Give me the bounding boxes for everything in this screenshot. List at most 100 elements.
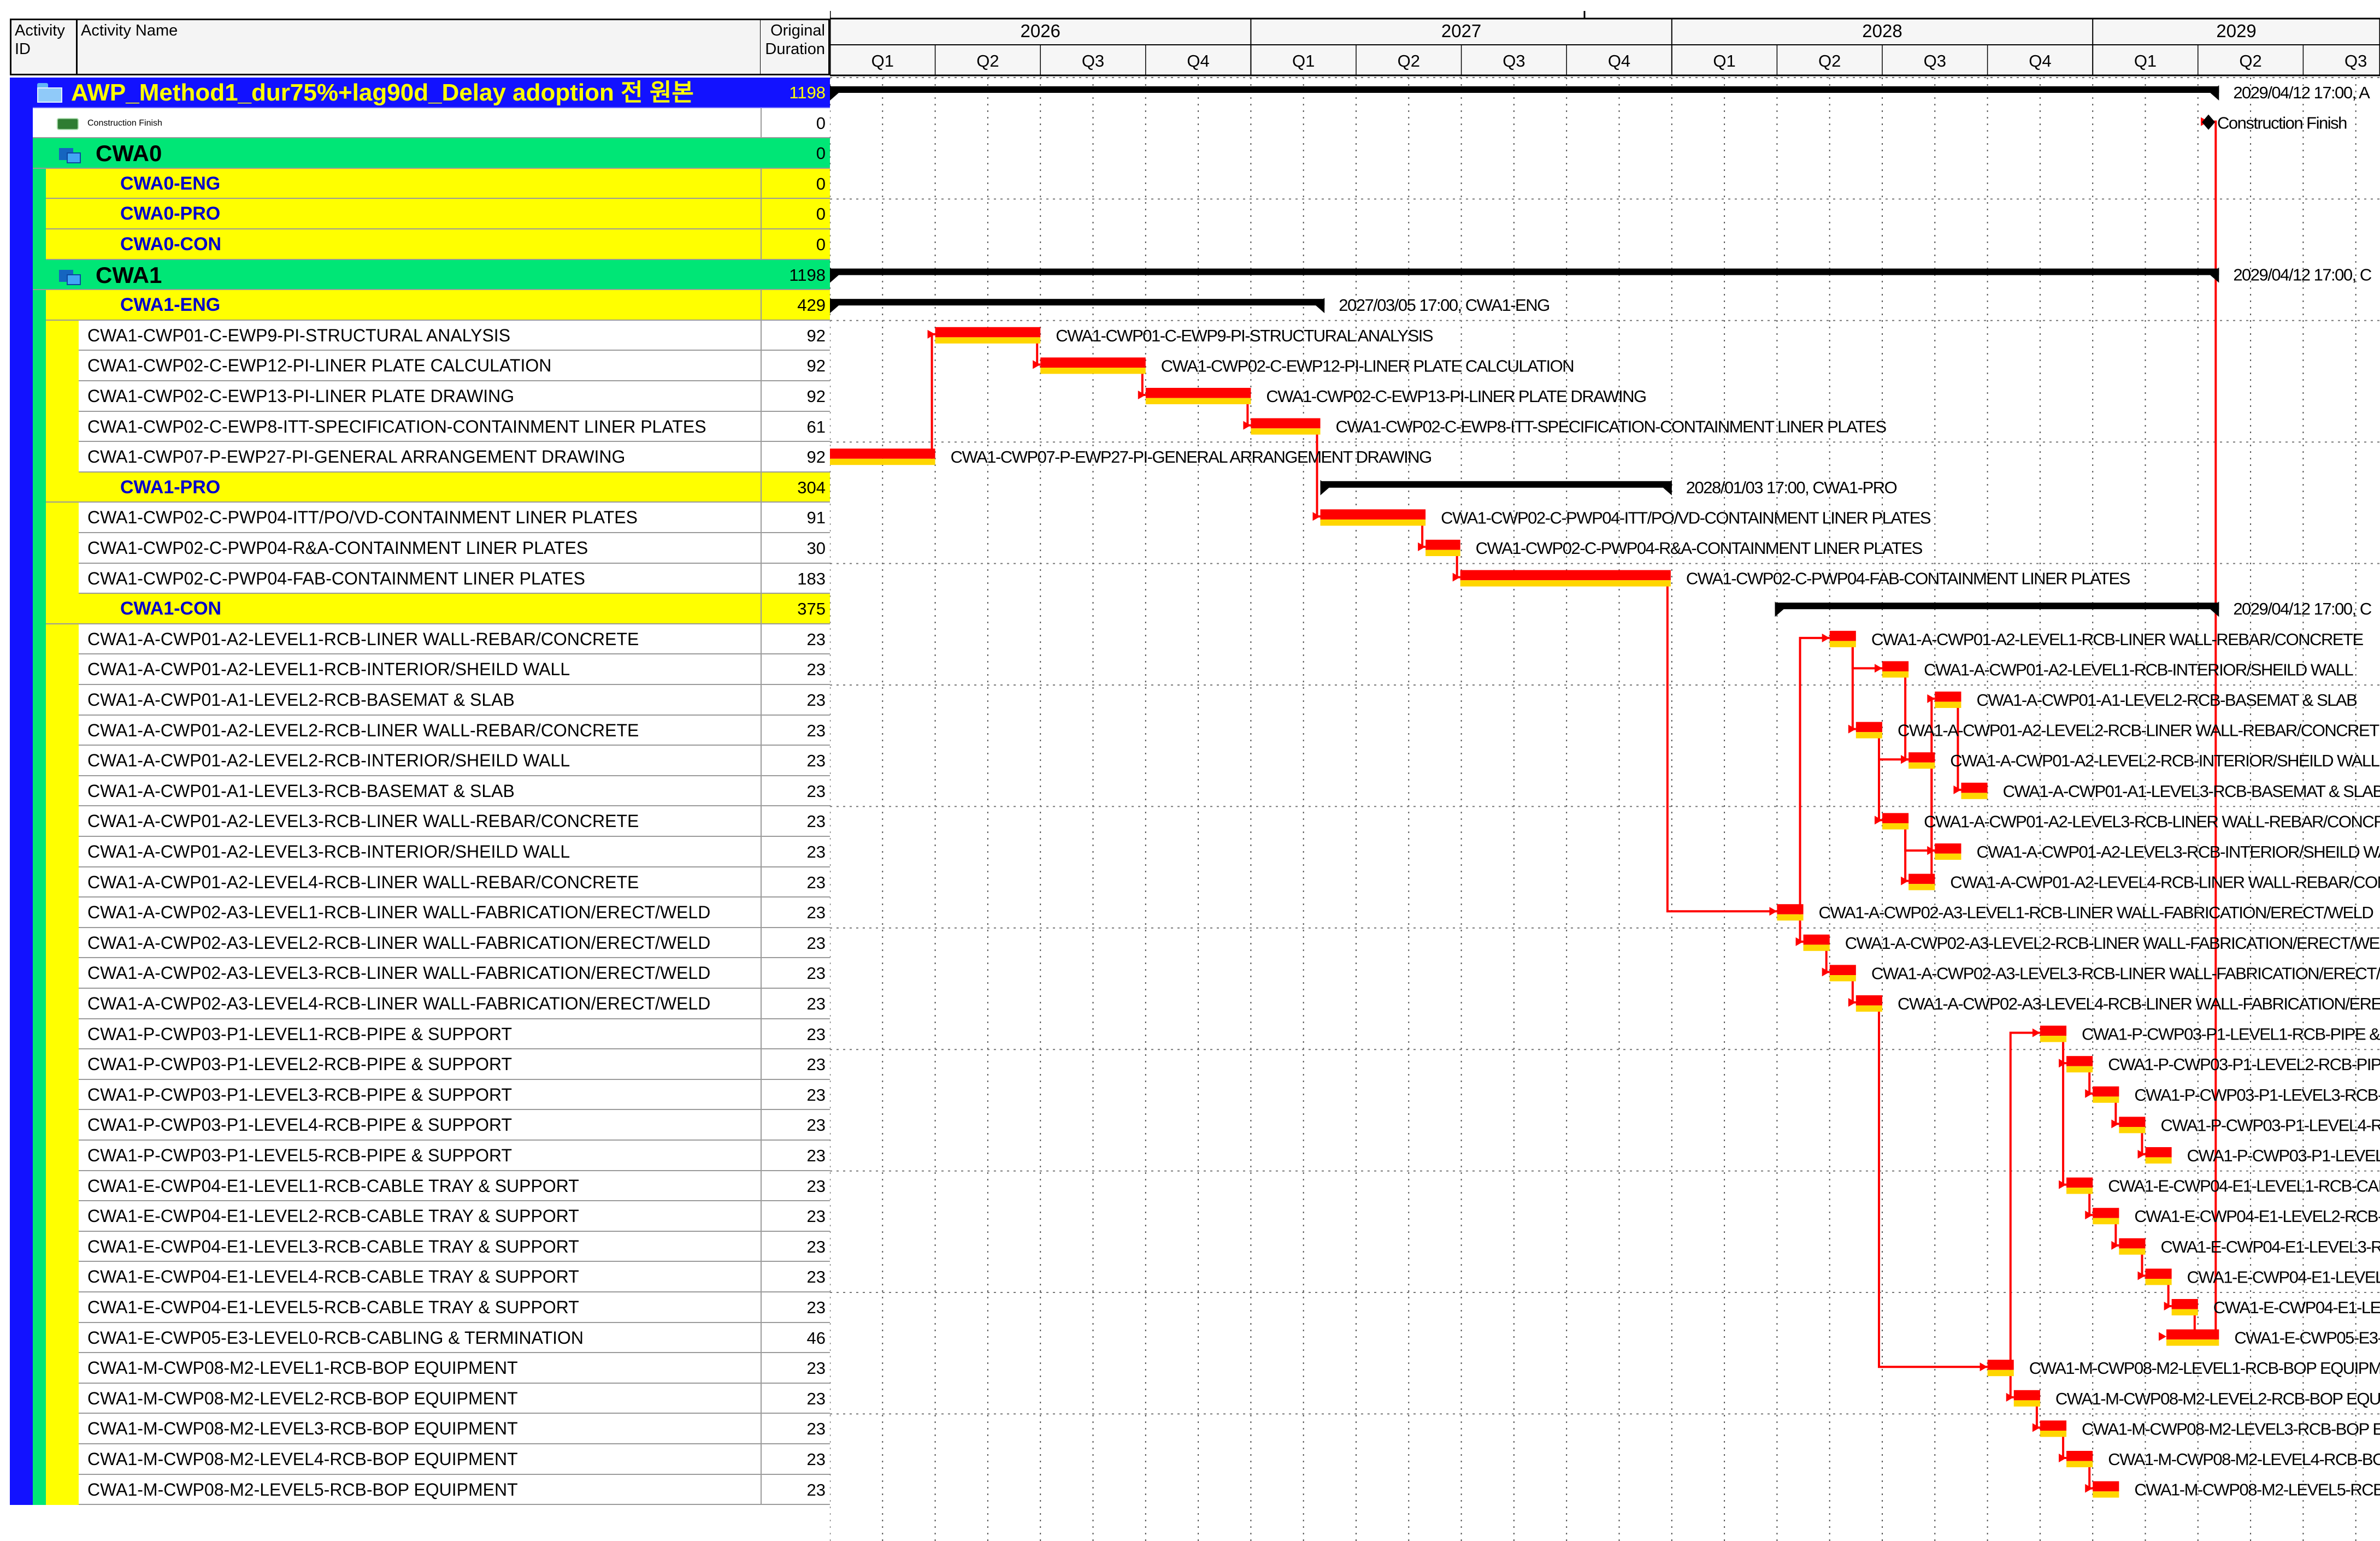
table-row[interactable]: CWA1-A-CWP02-A3-LEVEL2-RCB-LINER WALL-FA… bbox=[0, 928, 830, 959]
table-row[interactable]: CWA1-CWP07-P-EWP27-PI-GENERAL ARRANGEMEN… bbox=[0, 442, 830, 473]
table-row[interactable]: CWA0-CON 0 bbox=[0, 229, 830, 260]
table-row[interactable]: CWA1-CWP02-C-PWP04-R&A-CONTAINMENT LINER… bbox=[0, 533, 830, 564]
table-row[interactable]: CWA1-A-CWP01-A2-LEVEL4-RCB-LINER WALL-RE… bbox=[0, 867, 830, 898]
wbs-band bbox=[46, 837, 79, 867]
task-bar bbox=[1460, 570, 1671, 581]
original-duration: 30 bbox=[806, 539, 826, 558]
table-row[interactable]: CWA1-M-CWP08-M2-LEVEL1-RCB-BOP EQUIPMENT… bbox=[0, 1353, 830, 1384]
cwa-band bbox=[33, 411, 46, 442]
table-row[interactable]: CWA1-CWP02-C-PWP04-FAB-CONTAINMENT LINER… bbox=[0, 563, 830, 594]
table-row[interactable]: CWA1 1198 bbox=[0, 259, 830, 291]
task-bar-float bbox=[2166, 1339, 2219, 1346]
table-row[interactable]: CWA1-M-CWP08-M2-LEVEL2-RCB-BOP EQUIPMENT… bbox=[0, 1383, 830, 1414]
activity-name: CWA1-CWP02-C-PWP04-R&A-CONTAINMENT LINER… bbox=[87, 538, 588, 558]
relationship-link bbox=[2009, 1031, 2040, 1372]
gantt-canvas[interactable]: 2026 2027 2028 2029 Q1 Q2 Q3 Q4 Q1 Q2 Q3 Q4 Q1 Q2 Q3 Q4… bbox=[830, 0, 2380, 1541]
link-arrowhead bbox=[1033, 360, 1041, 369]
table-row[interactable]: CWA1-M-CWP08-M2-LEVEL4-RCB-BOP EQUIPMENT… bbox=[0, 1444, 830, 1475]
row-cell bbox=[79, 533, 830, 564]
link-arrowhead bbox=[1901, 876, 1909, 885]
project-band bbox=[10, 503, 33, 533]
task-bar bbox=[1855, 995, 1882, 1006]
project-band bbox=[10, 1171, 33, 1202]
link-arrowhead bbox=[1927, 694, 1935, 704]
table-row[interactable]: CWA1-E-CWP05-E3-LEVEL0-RCB-CABLING & TER… bbox=[0, 1322, 830, 1354]
table-row[interactable]: CWA1-P-CWP03-P1-LEVEL1-RCB-PIPE & SUPPOR… bbox=[0, 1019, 830, 1050]
table-row[interactable]: CWA1-M-CWP08-M2-LEVEL5-RCB-BOP EQUIPMENT… bbox=[0, 1474, 830, 1505]
table-row[interactable]: CWA1-P-CWP03-P1-LEVEL3-RCB-PIPE & SUPPOR… bbox=[0, 1079, 830, 1111]
table-row[interactable]: CWA1-A-CWP01-A2-LEVEL2-RCB-LINER WALL-RE… bbox=[0, 715, 830, 746]
row-cell bbox=[79, 928, 830, 959]
task-bar-float bbox=[1803, 944, 1830, 951]
relationship-link bbox=[1878, 734, 1909, 761]
link-arrowhead bbox=[1848, 724, 1856, 734]
table-row[interactable]: CWA1-P-CWP03-P1-LEVEL4-RCB-PIPE & SUPPOR… bbox=[0, 1110, 830, 1141]
task-bar-float bbox=[1987, 1369, 2014, 1377]
table-row[interactable]: CWA1-A-CWP01-A1-LEVEL3-RCB-BASEMAT & SLA… bbox=[0, 776, 830, 807]
bar-label: Construction Finish bbox=[2217, 114, 2347, 133]
table-row[interactable]: CWA1-CWP02-C-EWP12-PI-LINER PLATE CALCUL… bbox=[0, 351, 830, 381]
task-bar-float bbox=[830, 458, 935, 465]
row-cell bbox=[79, 989, 830, 1019]
summary-bar bbox=[830, 299, 1325, 306]
table-row[interactable]: CWA1-CWP02-C-EWP8-ITT-SPECIFICATION-CONT… bbox=[0, 411, 830, 442]
relationship-link bbox=[2062, 1038, 2067, 1186]
table-row[interactable]: CWA1-E-CWP04-E1-LEVEL1-RCB-CABLE TRAY & … bbox=[0, 1171, 830, 1202]
wbs-node-icon bbox=[59, 267, 81, 285]
task-bar bbox=[2119, 1117, 2146, 1127]
duration-cell bbox=[761, 746, 830, 776]
table-row[interactable]: CWA1-ENG 429 bbox=[0, 290, 830, 321]
duration-cell bbox=[761, 715, 830, 746]
table-row[interactable]: CWA1-A-CWP01-A2-LEVEL3-RCB-INTERIOR/SHEI… bbox=[0, 837, 830, 867]
table-row[interactable]: Construction Finish 0 bbox=[0, 108, 830, 139]
task-bar bbox=[1320, 509, 1426, 519]
link-arrowhead bbox=[1822, 967, 1830, 977]
gantt-chart[interactable]: 2026 2027 2028 2029 Q1 Q2 Q3 Q4 Q1 Q2 Q3 Q4 Q1 Q2 Q3 Q4… bbox=[830, 0, 2380, 1541]
table-row[interactable]: CWA0 0 bbox=[0, 138, 830, 169]
activity-name: CWA1-ENG bbox=[120, 294, 221, 316]
table-row[interactable]: CWA1-A-CWP01-A2-LEVEL3-RCB-LINER WALL-RE… bbox=[0, 806, 830, 837]
task-bar bbox=[2066, 1056, 2093, 1066]
table-row[interactable]: CWA1-M-CWP08-M2-LEVEL3-RCB-BOP EQUIPMENT… bbox=[0, 1414, 830, 1444]
table-row[interactable]: CWA1-A-CWP01-A2-LEVEL1-RCB-LINER WALL-RE… bbox=[0, 624, 830, 655]
table-row[interactable]: CWA0-PRO 0 bbox=[0, 199, 830, 229]
table-row[interactable]: CWA1-E-CWP04-E1-LEVEL2-RCB-CABLE TRAY & … bbox=[0, 1201, 830, 1232]
table-row[interactable]: CWA1-A-CWP01-A2-LEVEL1-RCB-INTERIOR/SHEI… bbox=[0, 654, 830, 685]
task-bar bbox=[1935, 692, 1961, 702]
table-row[interactable]: CWA1-A-CWP01-A2-LEVEL2-RCB-INTERIOR/SHEI… bbox=[0, 746, 830, 776]
table-row[interactable]: CWA1-A-CWP02-A3-LEVEL3-RCB-LINER WALL-FA… bbox=[0, 958, 830, 989]
activity-name: CWA1-CWP02-C-EWP12-PI-LINER PLATE CALCUL… bbox=[87, 356, 552, 376]
quarter-label: Q3 bbox=[1082, 51, 1104, 70]
table-row[interactable]: CWA0-ENG 0 bbox=[0, 168, 830, 199]
activity-id-header[interactable]: Activity ID bbox=[10, 19, 78, 75]
task-bar-float bbox=[1935, 701, 1961, 708]
table-row[interactable]: CWA1-P-CWP03-P1-LEVEL5-RCB-PIPE & SUPPOR… bbox=[0, 1141, 830, 1171]
relationship-link bbox=[1316, 430, 1321, 518]
link-arrowhead bbox=[2137, 1150, 2146, 1159]
task-bar bbox=[1777, 904, 1804, 914]
activity-name: Construction Finish bbox=[87, 118, 162, 128]
bar-label: 2029/04/12 17:00, C bbox=[2233, 599, 2372, 618]
table-row[interactable]: CWA1-E-CWP04-E1-LEVEL5-RCB-CABLE TRAY & … bbox=[0, 1292, 830, 1323]
table-row[interactable]: CWA1-A-CWP02-A3-LEVEL4-RCB-LINER WALL-FA… bbox=[0, 989, 830, 1019]
table-row[interactable]: CWA1-E-CWP04-E1-LEVEL4-RCB-CABLE TRAY & … bbox=[0, 1262, 830, 1292]
table-row[interactable]: CWA1-CWP01-C-EWP9-PI-STRUCTURAL ANALYSIS… bbox=[0, 320, 830, 351]
bar-label: CWA1-CWP02-C-EWP13-PI-LINER PLATE DRAWIN… bbox=[1266, 387, 1646, 406]
task-bar bbox=[1251, 418, 1321, 429]
table-row[interactable]: CWA1-A-CWP02-A3-LEVEL1-RCB-LINER WALL-FA… bbox=[0, 898, 830, 928]
year-label: 2026 bbox=[1020, 21, 1060, 41]
table-row[interactable]: CWA1-CON 375 bbox=[0, 594, 830, 624]
duration-cell bbox=[761, 1079, 830, 1111]
table-row[interactable]: CWA1-A-CWP01-A1-LEVEL2-RCB-BASEMAT & SLA… bbox=[0, 685, 830, 716]
table-row[interactable]: CWA1-P-CWP03-P1-LEVEL2-RCB-PIPE & SUPPOR… bbox=[0, 1049, 830, 1080]
table-row[interactable]: AWP_Method1_dur75%+lag90d_Delay adoption… bbox=[0, 78, 830, 108]
table-row[interactable]: CWA1-CWP02-C-EWP13-PI-LINER PLATE DRAWIN… bbox=[0, 381, 830, 412]
table-row[interactable]: CWA1-PRO 304 bbox=[0, 472, 830, 503]
relationship-link bbox=[1851, 643, 1882, 670]
activity-name-header[interactable]: Activity Name bbox=[78, 19, 762, 75]
original-duration: 23 bbox=[806, 690, 826, 710]
table-row[interactable]: CWA1-CWP02-C-PWP04-ITT/PO/VD-CONTAINMENT… bbox=[0, 503, 830, 533]
table-row[interactable]: CWA1-E-CWP04-E1-LEVEL3-RCB-CABLE TRAY & … bbox=[0, 1231, 830, 1262]
original-duration: 23 bbox=[806, 1298, 826, 1317]
original-duration-header[interactable]: Original Duration bbox=[761, 19, 830, 75]
